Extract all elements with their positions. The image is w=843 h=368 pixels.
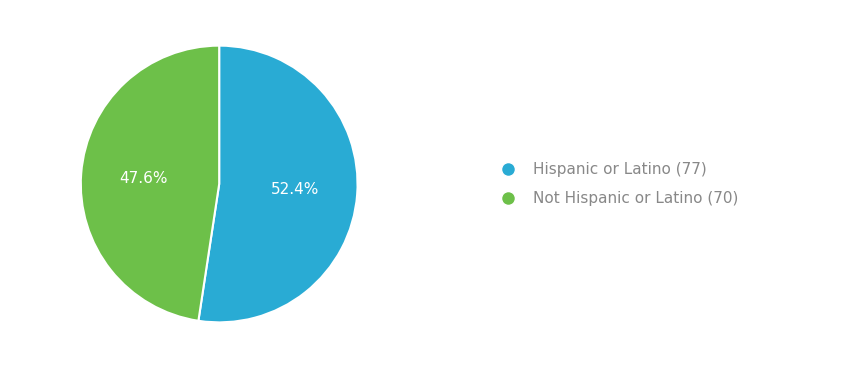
Text: 47.6%: 47.6% (119, 171, 168, 186)
Legend: Hispanic or Latino (77), Not Hispanic or Latino (70): Hispanic or Latino (77), Not Hispanic or… (486, 155, 745, 213)
Wedge shape (198, 46, 357, 322)
Wedge shape (81, 46, 219, 321)
Text: 52.4%: 52.4% (271, 182, 319, 197)
